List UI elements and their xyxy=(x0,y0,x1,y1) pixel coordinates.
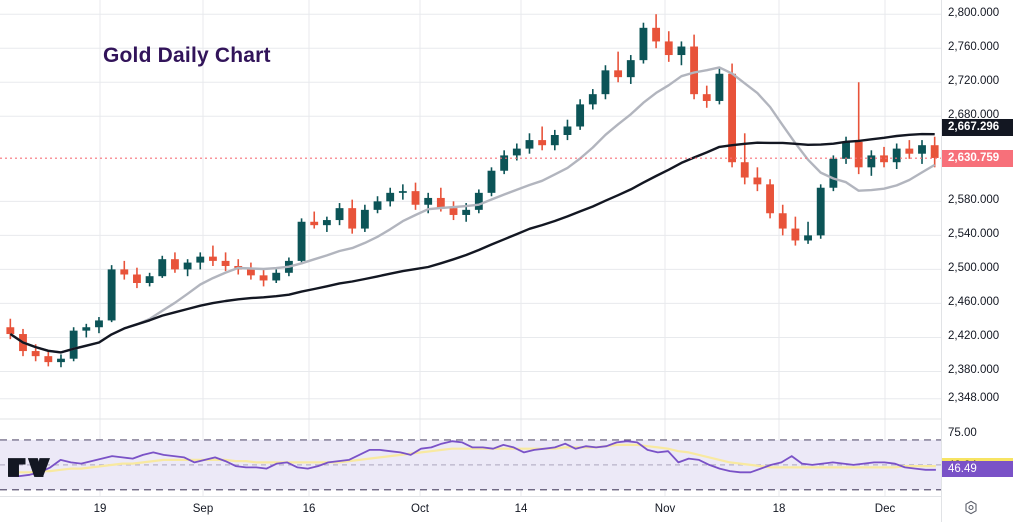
price-tick-label: 2,500.000 xyxy=(948,262,1000,275)
price-tick-label: 2,540.000 xyxy=(948,228,1000,241)
price-tick-label: 2,680.000 xyxy=(948,109,1000,122)
time-tick-label: Oct xyxy=(411,503,429,515)
rsi-line xyxy=(9,440,936,477)
price-tick-label: 2,580.000 xyxy=(948,194,1000,207)
time-tick-label: Sep xyxy=(192,503,214,515)
rsi-value-badge[interactable]: 46.49 xyxy=(942,461,1013,478)
tradingview-logo xyxy=(8,458,50,477)
price-tick-label: 2,380.000 xyxy=(948,364,1000,377)
time-tick-label: 16 xyxy=(302,503,316,515)
time-tick-label: Dec xyxy=(874,503,896,515)
time-tick-label: 19 xyxy=(93,503,107,515)
price-tick-label: 2,720.000 xyxy=(948,75,1000,88)
ma-gray-line xyxy=(9,66,936,354)
time-tick-label: Nov xyxy=(654,503,676,515)
price-tick-label: 2,460.000 xyxy=(948,296,1000,309)
time-tick-label: 18 xyxy=(772,503,786,515)
time-tick-label: 14 xyxy=(514,503,528,515)
price-tick-label: 2,800.000 xyxy=(948,7,1000,20)
price-axis[interactable]: 2,800.000 2,760.000 2,720.000 2,680.000 2,58… xyxy=(941,0,1013,496)
grid-lines xyxy=(0,0,941,496)
axis-corner xyxy=(941,496,1013,522)
page-title: Gold Daily Chart xyxy=(103,44,271,67)
settings-gear-icon[interactable] xyxy=(963,500,979,516)
close-price-badge[interactable]: 2,630.759 xyxy=(942,150,1013,168)
ma-black-line xyxy=(9,132,935,354)
price-tick-label: 2,348.000 xyxy=(948,391,1000,404)
candlestick-series xyxy=(6,14,939,368)
price-tick-label: 2,760.000 xyxy=(948,41,1000,54)
last-price-badge[interactable]: 2,667.296 xyxy=(942,119,1013,137)
time-axis[interactable]: 19 Sep 16 Oct 14 Nov 18 Dec xyxy=(0,496,1013,523)
price-tick-label: 2,420.000 xyxy=(948,330,1000,343)
rsi-ma-line xyxy=(9,443,936,474)
rsi-tick-label: 75.00 xyxy=(948,426,977,439)
